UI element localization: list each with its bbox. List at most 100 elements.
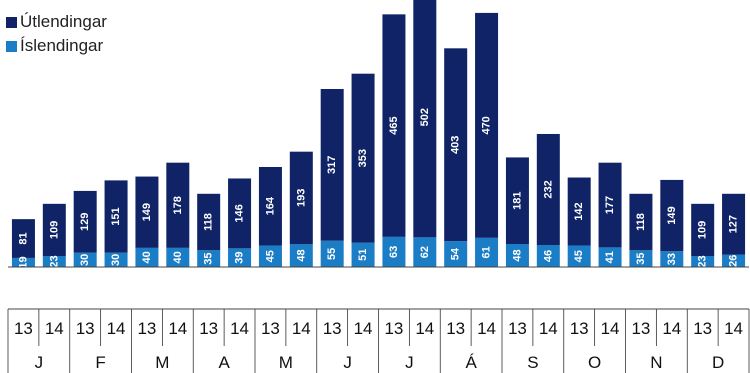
legend: Útlendingar Íslendingar	[6, 10, 107, 58]
data-label-utlendingar-5: 149	[141, 203, 153, 221]
bar-utlendingar-1	[11, 219, 35, 258]
data-label-islendingar-9: 45	[264, 250, 276, 262]
year-tick-label-16: 14	[477, 319, 496, 338]
year-tick-label-7: 13	[199, 319, 218, 338]
data-label-islendingar-1: 19	[17, 256, 29, 268]
bar-utlendingar-8	[228, 178, 252, 249]
year-tick-label-24: 14	[724, 319, 743, 338]
year-tick-label-19: 13	[570, 319, 589, 338]
data-label-islendingar-19: 45	[573, 250, 585, 262]
bar-utlendingar-18	[536, 133, 560, 245]
legend-swatch-islendingar	[6, 40, 17, 52]
bar-islendingar-14	[413, 237, 437, 267]
legend-label-islendingar: Íslendingar	[20, 36, 104, 55]
data-label-utlendingar-11: 317	[326, 156, 338, 174]
data-label-utlendingar-2: 109	[48, 221, 60, 239]
data-label-utlendingar-12: 353	[357, 149, 369, 167]
data-label-islendingar-6: 40	[172, 251, 184, 263]
legend-swatch-utlendingar	[6, 16, 17, 28]
data-label-utlendingar-14: 502	[419, 108, 431, 126]
year-tick-label-11: 13	[323, 319, 342, 338]
year-tick-label-15: 13	[446, 319, 465, 338]
bar-islendingar-12	[351, 242, 375, 267]
bar-islendingar-23	[691, 255, 715, 267]
bar-islendingar-13	[382, 236, 406, 267]
data-label-islendingar-5: 40	[141, 251, 153, 263]
bar-utlendingar-19	[567, 177, 591, 246]
data-label-islendingar-4: 30	[110, 254, 122, 266]
bar-islendingar-15	[444, 241, 468, 267]
data-label-islendingar-15: 54	[450, 247, 462, 260]
bar-utlendingar-11	[320, 88, 344, 241]
bar-islendingar-19	[567, 245, 591, 267]
bar-utlendingar-16	[475, 12, 499, 238]
data-label-islendingar-13: 63	[388, 246, 400, 258]
data-label-islendingar-10: 48	[295, 249, 307, 261]
month-tick-label-1: J	[35, 353, 44, 372]
bar-islendingar-16	[475, 237, 499, 267]
data-label-islendingar-3: 30	[79, 254, 91, 266]
data-label-islendingar-23: 23	[697, 255, 709, 267]
bar-islendingar-20	[598, 247, 622, 267]
month-tick-label-7: J	[405, 353, 414, 372]
bar-utlendingar-4	[104, 180, 128, 253]
data-label-islendingar-20: 41	[604, 251, 616, 263]
bar-utlendingar-23	[691, 203, 715, 256]
data-label-utlendingar-15: 403	[450, 136, 462, 154]
year-tick-label-12: 14	[354, 319, 373, 338]
data-label-islendingar-2: 23	[48, 255, 60, 267]
bar-utlendingar-7	[197, 193, 221, 251]
data-label-utlendingar-6: 178	[172, 196, 184, 214]
year-tick-label-8: 14	[230, 319, 249, 338]
data-label-islendingar-21: 35	[635, 253, 647, 265]
year-tick-label-1: 13	[14, 319, 33, 338]
month-tick-label-5: M	[279, 353, 293, 372]
data-label-utlendingar-7: 118	[203, 213, 215, 231]
data-label-utlendingar-16: 470	[481, 116, 493, 134]
bar-islendingar-10	[289, 244, 313, 267]
bar-islendingar-6	[166, 247, 190, 267]
year-tick-label-5: 13	[137, 319, 156, 338]
data-label-utlendingar-22: 149	[666, 206, 678, 224]
data-label-utlendingar-23: 109	[697, 221, 709, 239]
legend-item-islendingar: Íslendingar	[6, 34, 107, 58]
data-label-utlendingar-10: 193	[295, 189, 307, 207]
data-label-islendingar-14: 62	[419, 246, 431, 258]
data-label-islendingar-17: 48	[511, 249, 523, 261]
year-tick-label-22: 14	[662, 319, 681, 338]
year-tick-label-10: 14	[292, 319, 311, 338]
bar-utlendingar-5	[135, 176, 159, 248]
year-tick-label-13: 13	[384, 319, 403, 338]
data-label-utlendingar-13: 465	[388, 116, 400, 134]
bar-islendingar-8	[228, 248, 252, 267]
year-tick-label-17: 13	[508, 319, 527, 338]
year-tick-label-4: 14	[107, 319, 126, 338]
bar-islendingar-3	[73, 252, 97, 267]
bar-islendingar-21	[629, 250, 653, 267]
legend-label-utlendingar: Útlendingar	[20, 12, 107, 31]
legend-item-utlendingar: Útlendingar	[6, 10, 107, 34]
data-label-utlendingar-17: 181	[511, 192, 523, 210]
bar-utlendingar-22	[660, 179, 684, 252]
bar-utlendingar-20	[598, 162, 622, 248]
bar-islendingar-24	[722, 254, 746, 267]
month-tick-label-11: N	[650, 353, 662, 372]
data-label-islendingar-12: 51	[357, 249, 369, 261]
bar-utlendingar-17	[505, 157, 529, 245]
data-label-utlendingar-19: 142	[573, 202, 585, 220]
data-label-islendingar-8: 39	[234, 252, 246, 264]
data-label-utlendingar-20: 177	[604, 196, 616, 214]
bar-utlendingar-6	[166, 162, 190, 248]
data-label-utlendingar-18: 232	[542, 180, 554, 198]
month-tick-label-9: S	[527, 353, 538, 372]
bar-utlendingar-3	[73, 190, 97, 253]
bar-utlendingar-9	[258, 166, 282, 246]
bar-islendingar-22	[660, 251, 684, 267]
bar-utlendingar-13	[382, 14, 406, 237]
bar-islendingar-17	[505, 244, 529, 267]
month-tick-label-4: A	[218, 353, 230, 372]
data-label-islendingar-16: 61	[481, 246, 493, 258]
data-label-islendingar-24: 26	[728, 255, 740, 267]
data-label-islendingar-11: 55	[326, 248, 338, 260]
bar-utlendingar-12	[351, 73, 375, 243]
